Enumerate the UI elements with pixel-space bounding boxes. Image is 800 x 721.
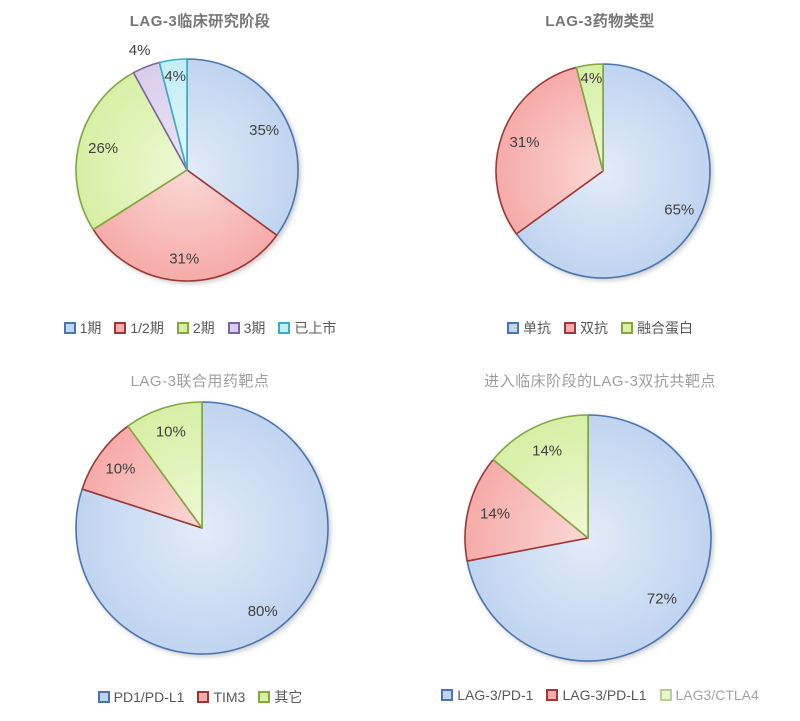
pie-slice [158, 58, 188, 171]
chart-bispecific-targets: 进入临床阶段的LAG-3双抗共靶点 72% 14% 14% LAG-3/PD-1 LA… [400, 360, 800, 721]
pie-slice [127, 401, 203, 529]
pie-svg-0: 35% 31% 26% 4% 4% [75, 42, 299, 282]
legend-item: TIM3 [197, 689, 245, 705]
legend-swatch-icon [97, 691, 110, 703]
legend-label: 3期 [243, 320, 266, 336]
chart-title: LAG-3联合用药靶点 [130, 373, 270, 390]
slice-percent-label: 65% [664, 201, 694, 218]
legend-label: 1/2期 [130, 320, 164, 336]
legend-1: 单抗 双抗 融合蛋白 [400, 318, 800, 338]
chart-combo-targets: LAG-3联合用药靶点 80% 10% 10% PD1/PD-L1 TIM3 其它 [0, 360, 400, 721]
legend-item: 1期 [63, 318, 102, 338]
legend-item: PD1/PD-L1 [97, 689, 185, 705]
pie-svg-2: 80% 10% 10% [75, 401, 329, 655]
legend-item: 1/2期 [114, 318, 164, 338]
legend-label: LAG-3/PD-1 [457, 687, 534, 703]
slice-percent-label: 72% [647, 591, 677, 608]
slice-percent-label: 4% [129, 42, 151, 59]
legend-label: 2期 [192, 320, 215, 336]
chart-drug-type: LAG-3药物类型 65% 31% 4% 单抗 双抗 融合蛋白 [400, 0, 800, 360]
slice-percent-label: 80% [248, 603, 278, 620]
pie-slice [81, 425, 203, 529]
legend-item: LAG-3/PD-1 [441, 687, 533, 703]
legend-item: LAG3/CTLA4 [659, 687, 759, 703]
slice-percent-label: 14% [480, 506, 510, 523]
slice-percent-label: 31% [169, 250, 199, 267]
pie-slice [464, 458, 589, 562]
pie-slice [186, 58, 299, 237]
legend-item: 2期 [176, 318, 215, 338]
slice-percent-label: 14% [532, 443, 562, 460]
legend-swatch-icon [621, 322, 633, 334]
pie-svg-1: 65% 31% 4% [495, 63, 711, 279]
legend-swatch-icon [114, 322, 127, 334]
legend-label: LAG-3/PD-L1 [562, 687, 647, 703]
legend-label: LAG3/CTLA4 [675, 687, 759, 703]
pie-slice [92, 169, 278, 282]
legend-3: LAG-3/PD-1 LAG-3/PD-L1 LAG3/CTLA4 [400, 687, 800, 703]
legend-swatch-icon [507, 322, 519, 334]
legend-swatch-icon [441, 689, 454, 701]
slice-percent-label: 35% [249, 122, 279, 139]
legend-label: 已上市 [294, 320, 337, 336]
chart-title: LAG-3临床研究阶段 [129, 13, 271, 30]
legend-item: 融合蛋白 [621, 318, 693, 338]
legend-label: TIM3 [213, 689, 246, 705]
legend-item: LAG-3/PD-L1 [546, 687, 647, 703]
legend-swatch-icon [227, 322, 240, 334]
chart-title: 进入临床阶段的LAG-3双抗共靶点 [484, 373, 716, 390]
pie-slice [495, 66, 604, 235]
slice-percent-label: 31% [509, 134, 539, 151]
legend-2: PD1/PD-L1 TIM3 其它 [0, 687, 400, 707]
legend-swatch-icon [659, 689, 672, 701]
legend-swatch-icon [564, 322, 576, 334]
legend-item: 3期 [227, 318, 266, 338]
chart-title: LAG-3药物类型 [545, 13, 655, 30]
legend-swatch-icon [546, 689, 559, 701]
pie-slice [575, 63, 604, 172]
pie-slice [75, 71, 188, 231]
legend-label: 双抗 [580, 320, 608, 336]
pie-slice [515, 63, 711, 279]
legend-swatch-icon [63, 322, 76, 334]
legend-swatch-icon [197, 691, 210, 703]
legend-label: PD1/PD-L1 [113, 689, 185, 705]
slice-percent-label: 10% [156, 424, 186, 441]
legend-label: 其它 [274, 689, 303, 705]
legend-swatch-icon [176, 322, 189, 334]
slice-percent-label: 4% [580, 70, 602, 87]
pie-slice [492, 414, 589, 539]
pie-svg-3: 72% 14% 14% [464, 414, 712, 662]
chart-clinical-stage: LAG-3临床研究阶段 35% 31% 26% 4% 4% 1期 1/2期 2期 3期 已上市 [0, 0, 400, 360]
legend-item: 双抗 [564, 318, 608, 338]
legend-label: 1期 [79, 320, 102, 336]
legend-item: 单抗 [507, 318, 551, 338]
legend-swatch-icon [278, 322, 291, 334]
legend-label: 融合蛋白 [637, 320, 693, 336]
slice-percent-label: 10% [105, 460, 135, 477]
pie-slice [466, 414, 712, 662]
legend-0: 1期 1/2期 2期 3期 已上市 [0, 318, 400, 338]
legend-label: 单抗 [523, 320, 551, 336]
slice-percent-label: 4% [164, 68, 186, 85]
legend-item: 已上市 [278, 318, 336, 338]
legend-item: 其它 [258, 687, 302, 707]
slice-percent-label: 26% [88, 140, 118, 157]
legend-swatch-icon [258, 691, 271, 703]
